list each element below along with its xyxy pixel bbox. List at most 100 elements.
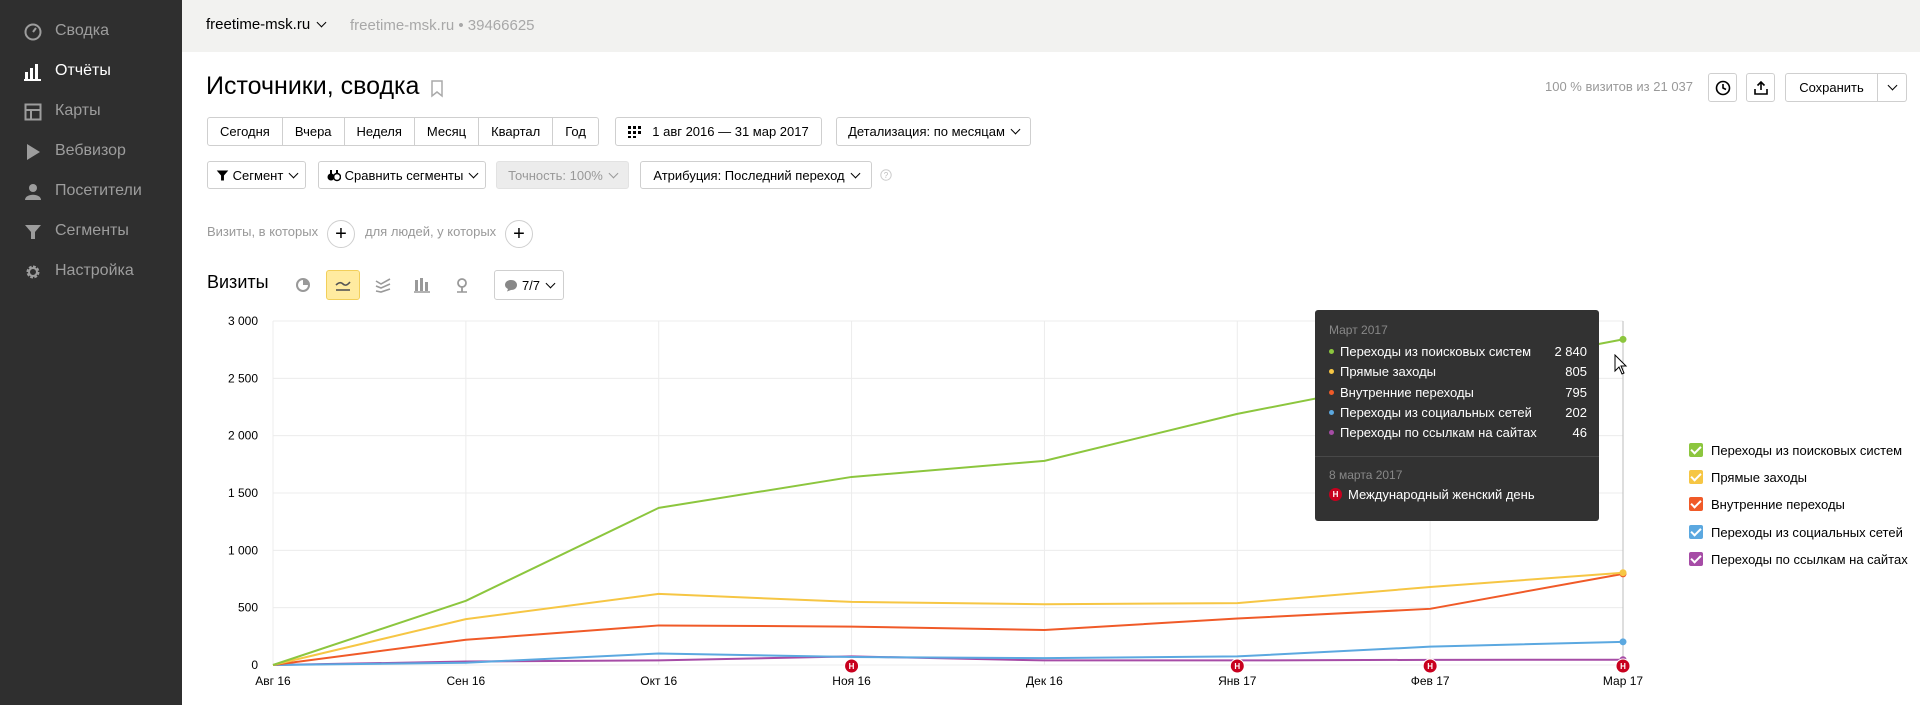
holiday-marker: [1422, 658, 1438, 674]
gear-icon: [26, 265, 40, 279]
x-tick-label: Янв 17: [1218, 674, 1257, 688]
map-pin-icon: [457, 278, 467, 293]
plus-icon: +: [335, 222, 347, 245]
checkbox-icon: [1689, 470, 1703, 484]
attribution-dropdown[interactable]: Атрибуция: Последний переход: [640, 161, 872, 189]
legend-item-direct[interactable]: Прямые заходы: [1689, 467, 1807, 487]
y-tick-label: 2 000: [228, 429, 258, 443]
period-year[interactable]: Год: [565, 124, 586, 139]
add-people-condition-button[interactable]: +: [505, 220, 533, 248]
add-visit-condition-button[interactable]: +: [327, 220, 355, 248]
chevron-down-icon: [1887, 80, 1897, 91]
legend-label: Прямые заходы: [1711, 469, 1808, 485]
series-dot: [1329, 368, 1334, 374]
svg-text:?: ?: [884, 171, 889, 180]
sidebar-item-label: Отчёты: [55, 62, 111, 79]
visits-condition-label: Визиты, в которых: [207, 224, 319, 239]
legend-item-internal[interactable]: Внутренние переходы: [1689, 494, 1845, 514]
sidebar-item-segments[interactable]: Сегменты: [0, 212, 182, 252]
checkbox-icon: [1689, 497, 1703, 511]
tooltip-row: Переходы из социальных сетей 202: [1329, 402, 1587, 422]
y-tick-label: 3 000: [228, 314, 258, 328]
accuracy-label: Точность: 100%: [508, 167, 603, 183]
people-condition-label: для людей, у которых: [365, 224, 497, 239]
legend-item-search[interactable]: Переходы из поисковых систем: [1689, 440, 1902, 460]
filter-icon: [216, 169, 228, 181]
comments-dropdown[interactable]: 7/7: [494, 270, 564, 300]
detail-dropdown[interactable]: Детализация: по месяцам: [836, 117, 1031, 146]
series-dot: [1329, 389, 1334, 395]
checkbox-icon: [1689, 525, 1703, 539]
sidebar-item-visitors[interactable]: Посетители: [0, 172, 182, 212]
bar-chart-icon: [24, 64, 41, 81]
tooltip-row-name: Переходы из социальных сетей: [1340, 404, 1532, 420]
series-dot: [1329, 429, 1334, 435]
bookmark-icon[interactable]: [430, 80, 444, 98]
chart-type-area[interactable]: [366, 270, 400, 300]
tooltip-row-value: 2 840: [1554, 343, 1587, 359]
period-quarter[interactable]: Квартал: [479, 118, 554, 145]
tooltip-event-date: 8 марта 2017: [1329, 468, 1403, 482]
compare-segments-dropdown[interactable]: Сравнить сегменты: [318, 161, 486, 189]
stacked-bar-icon: [414, 278, 430, 293]
legend-item-social[interactable]: Переходы из социальных сетей: [1689, 522, 1903, 542]
x-tick-label: Сен 16: [447, 674, 486, 688]
date-range-picker[interactable]: 1 авг 2016 — 31 мар 2017: [615, 117, 822, 146]
save-button[interactable]: Сохранить: [1785, 73, 1878, 102]
sidebar-item-settings[interactable]: Настройка: [0, 252, 182, 292]
sidebar-item-reports[interactable]: Отчёты: [0, 52, 182, 92]
x-tick-label: Окт 16: [640, 674, 677, 688]
user-icon: [25, 184, 41, 200]
accuracy-dropdown[interactable]: Точность: 100%: [496, 161, 629, 189]
play-icon: [27, 144, 40, 160]
comments-count: 7/7: [521, 277, 541, 293]
sidebar-item-maps[interactable]: Карты: [0, 92, 182, 132]
period-week[interactable]: Неделя: [345, 118, 415, 145]
series-point: [1619, 570, 1627, 578]
legend-item-links[interactable]: Переходы по ссылкам на сайтах: [1689, 549, 1908, 569]
chart-type-bar[interactable]: [405, 270, 439, 300]
help-icon[interactable]: ?: [880, 169, 892, 181]
sidebar-item-label: Посетители: [55, 182, 142, 199]
legend-label: Внутренние переходы: [1711, 496, 1845, 512]
tooltip-row: Переходы по ссылкам на сайтах 46: [1329, 422, 1587, 442]
chart-title: Визиты: [207, 272, 269, 292]
segment-dropdown[interactable]: Сегмент: [207, 161, 306, 189]
tooltip-row: Прямые заходы 805: [1329, 361, 1587, 381]
period-today[interactable]: Сегодня: [208, 118, 283, 145]
sidebar-item-summary[interactable]: Сводка: [0, 12, 182, 52]
period-yesterday[interactable]: Вчера: [283, 118, 345, 145]
legend-label: Переходы по ссылкам на сайтах: [1711, 551, 1908, 567]
chart-type-map[interactable]: [445, 270, 479, 300]
tooltip-row-value: 795: [1565, 384, 1587, 400]
checkbox-icon: [1689, 443, 1703, 457]
tooltip-month: Март 2017: [1329, 323, 1388, 337]
y-tick-label: 2 500: [228, 371, 258, 385]
holiday-marker-label: Н: [1234, 662, 1240, 671]
tooltip-row-value: 202: [1565, 404, 1587, 420]
tooltip-event: Н Международный женский день: [1329, 487, 1535, 502]
map-icon: [24, 103, 42, 121]
export-button[interactable]: [1746, 73, 1775, 102]
checkbox-icon: [1689, 552, 1703, 566]
sidebar-item-webvisor[interactable]: Вебвизор: [0, 132, 182, 172]
dashboard-icon: [24, 23, 42, 41]
period-month[interactable]: Месяц: [415, 118, 480, 145]
chart-type-line[interactable]: [326, 270, 360, 300]
holiday-marker-label: Н: [849, 662, 855, 671]
tooltip-row-name: Прямые заходы: [1340, 363, 1437, 379]
compare-icon: [327, 169, 341, 181]
site-selector[interactable]: freetime-msk.ru: [206, 16, 327, 33]
sidebar-item-label: Настройка: [55, 262, 134, 279]
save-options-button[interactable]: [1877, 73, 1907, 102]
x-tick-label: Фев 17: [1411, 674, 1450, 688]
series-point: [1619, 569, 1627, 577]
chart-type-pie[interactable]: [286, 270, 320, 300]
period-selector: Сегодня Вчера Неделя Месяц Квартал Год: [207, 117, 599, 146]
history-button[interactable]: [1708, 73, 1737, 102]
holiday-badge-icon: Н: [1329, 488, 1342, 501]
series-line: [272, 571, 1624, 666]
tooltip-row: Переходы из поисковых систем 2 840: [1329, 341, 1587, 361]
